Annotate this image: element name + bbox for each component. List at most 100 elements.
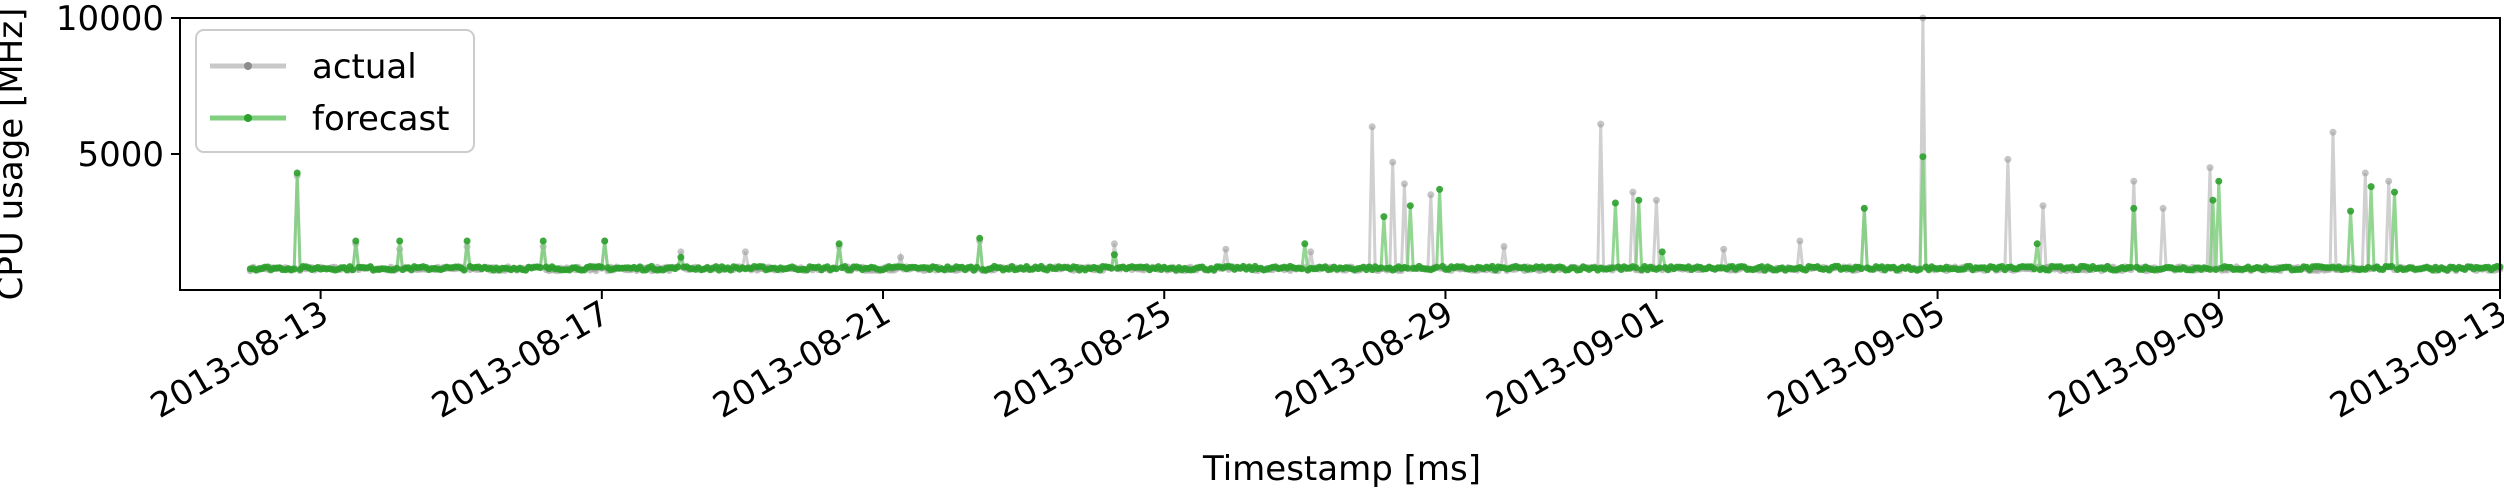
- legend-actual-label: actual: [312, 47, 417, 87]
- actual-point: [1368, 123, 1376, 131]
- legend-forecast-marker: [244, 114, 252, 122]
- forecast-point: [1632, 264, 1640, 272]
- y-tick-label: 10000: [56, 0, 164, 39]
- actual-point: [1629, 188, 1637, 196]
- forecast-point: [1433, 263, 1441, 271]
- forecast-point: [2033, 240, 2041, 248]
- forecast-point: [536, 264, 544, 272]
- actual-point: [1500, 243, 1508, 250]
- forecast-point: [2388, 262, 2396, 270]
- actual-point: [2329, 128, 2337, 136]
- actual-point: [2039, 202, 2047, 210]
- forecast-point: [601, 237, 609, 245]
- forecast-point: [2364, 263, 2372, 271]
- x-axis-label: Timestamp [ms]: [1202, 449, 1481, 489]
- forecast-point: [1110, 251, 1118, 259]
- forecast-point: [293, 169, 301, 177]
- actual-point: [2004, 155, 2012, 163]
- forecast-point: [539, 237, 547, 245]
- forecast-point: [2344, 265, 2352, 273]
- actual-point: [1597, 120, 1605, 128]
- forecast-point: [393, 264, 401, 272]
- forecast-point: [1611, 199, 1619, 207]
- forecast-point: [1608, 264, 1616, 272]
- forecast-point: [1919, 153, 1927, 161]
- forecast-point: [832, 265, 840, 273]
- forecast-point: [463, 237, 471, 245]
- forecast-point: [1298, 265, 1306, 273]
- forecast-point: [2215, 177, 2223, 185]
- forecast-point: [973, 263, 981, 271]
- actual-point: [2130, 177, 2138, 185]
- forecast-point: [674, 263, 682, 271]
- x-tick-label: 2013-08-25: [988, 293, 1179, 426]
- actual-point: [2206, 164, 2214, 172]
- forecast-point: [396, 237, 404, 245]
- x-axis-ticks: 2013-08-13 2013-08-17 2013-08-21 2013-08-25…: [144, 290, 2504, 427]
- forecast-point: [598, 263, 606, 271]
- actual-point: [1796, 237, 1804, 245]
- plot-layer: [246, 14, 2504, 275]
- legend-frame: [195, 29, 475, 153]
- forecast-point: [1860, 204, 1868, 212]
- forecast-point: [2347, 207, 2355, 215]
- y-axis-label: CPU usage [MHz]: [0, 8, 31, 301]
- forecast-point: [352, 237, 360, 245]
- actual-point: [1389, 158, 1397, 166]
- forecast-point: [1380, 213, 1388, 221]
- actual-point: [1400, 180, 1408, 188]
- actual-point: [897, 253, 905, 261]
- actual-point: [741, 248, 749, 256]
- forecast-point: [2209, 196, 2217, 204]
- forecast-point: [1301, 240, 1309, 248]
- forecast-point: [1635, 196, 1643, 204]
- actual-point: [1720, 245, 1728, 253]
- forecast-point: [1916, 265, 1924, 273]
- axes-frame: [179, 17, 2501, 291]
- forecast-point: [2391, 188, 2398, 196]
- y-axis-ticks: 5000 10000: [56, 0, 180, 175]
- forecast-point: [460, 266, 468, 274]
- legend-actual-marker: [244, 62, 252, 70]
- forecast-point: [1857, 265, 1865, 273]
- x-tick-label: 2013-08-17: [425, 293, 616, 426]
- forecast-point: [349, 266, 357, 274]
- forecast-point: [677, 253, 685, 261]
- actual-point: [677, 248, 685, 256]
- actual-point: [1427, 191, 1435, 199]
- forecast-point: [2367, 183, 2375, 191]
- forecast-point: [976, 234, 984, 242]
- forecast-point: [2212, 266, 2220, 273]
- actual-point: [1307, 248, 1315, 256]
- x-tick-label: 2013-09-05: [1761, 293, 1952, 426]
- forecast-point: [290, 265, 298, 273]
- forecast-point: [2130, 204, 2138, 212]
- y-tick-label: 5000: [77, 135, 164, 175]
- forecast-point: [835, 240, 843, 248]
- forecast-point: [1436, 185, 1444, 193]
- actual-point: [1652, 196, 1660, 204]
- forecast-point: [1403, 264, 1411, 272]
- x-tick-label: 2013-09-09: [2042, 293, 2233, 426]
- actual-point: [2361, 169, 2369, 177]
- x-tick-label: 2013-09-13: [2323, 293, 2504, 426]
- forecast-point: [2030, 265, 2038, 273]
- x-tick-label: 2013-08-21: [706, 293, 897, 426]
- actual-point: [1110, 240, 1118, 248]
- forecast-point: [2206, 265, 2214, 273]
- forecast-point: [2127, 263, 2135, 271]
- series-actual-line: [249, 17, 2501, 275]
- actual-point: [1222, 245, 1230, 253]
- legend: actual forecast: [195, 29, 475, 153]
- forecast-point: [1108, 264, 1115, 272]
- forecast-point: [1377, 264, 1385, 272]
- actual-point: [2385, 177, 2393, 185]
- x-tick-label: 2013-09-01: [1480, 293, 1671, 426]
- legend-forecast-label: forecast: [312, 99, 450, 139]
- forecast-point: [1406, 202, 1414, 210]
- forecast-point: [1655, 264, 1663, 272]
- x-tick-label: 2013-08-13: [144, 293, 335, 426]
- x-tick-label: 2013-08-29: [1269, 293, 1460, 426]
- forecast-point: [1658, 248, 1666, 256]
